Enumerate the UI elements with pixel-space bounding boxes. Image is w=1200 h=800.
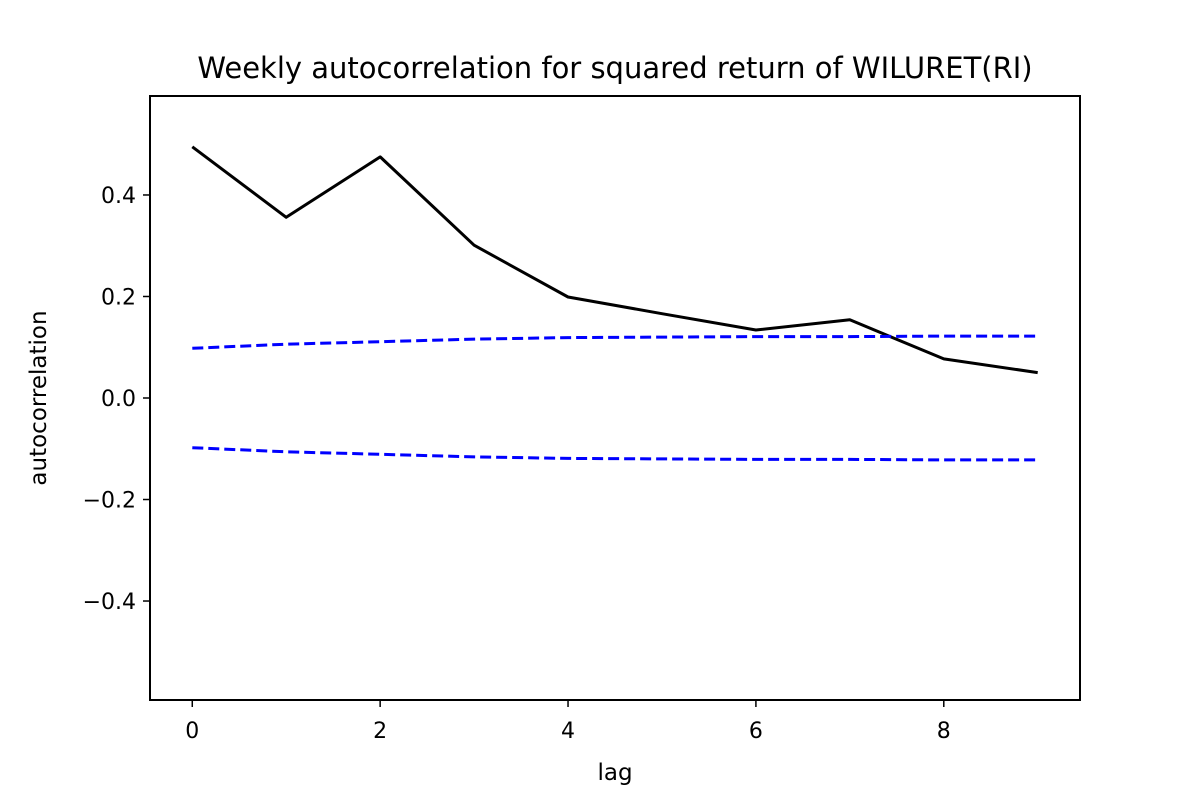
x-tick-label: 0	[185, 719, 199, 744]
x-axis-label: lag	[597, 760, 632, 786]
x-tick-label: 8	[937, 719, 951, 744]
chart-title: Weekly autocorrelation for squared retur…	[197, 51, 1032, 85]
y-tick-label: 0.4	[101, 184, 136, 209]
y-axis: −0.4 −0.2 0.0 0.2 0.4	[83, 184, 150, 615]
upper-confidence-line	[192, 334, 1038, 350]
x-axis: 0 2 4 6 8	[185, 700, 951, 744]
autocorrelation-line	[191, 145, 1038, 375]
y-tick-label: −0.2	[83, 489, 136, 514]
x-tick-label: 4	[561, 719, 575, 744]
x-tick-label: 2	[373, 719, 387, 744]
y-tick-label: 0.2	[101, 285, 136, 310]
y-axis-label: autocorrelation	[26, 310, 52, 485]
lower-confidence-line	[192, 446, 1038, 462]
plot-area	[149, 95, 1081, 701]
y-tick-label: −0.4	[83, 590, 136, 615]
x-tick-label: 6	[749, 719, 763, 744]
y-tick-label: 0.0	[101, 387, 136, 412]
series-layer	[191, 145, 1038, 462]
